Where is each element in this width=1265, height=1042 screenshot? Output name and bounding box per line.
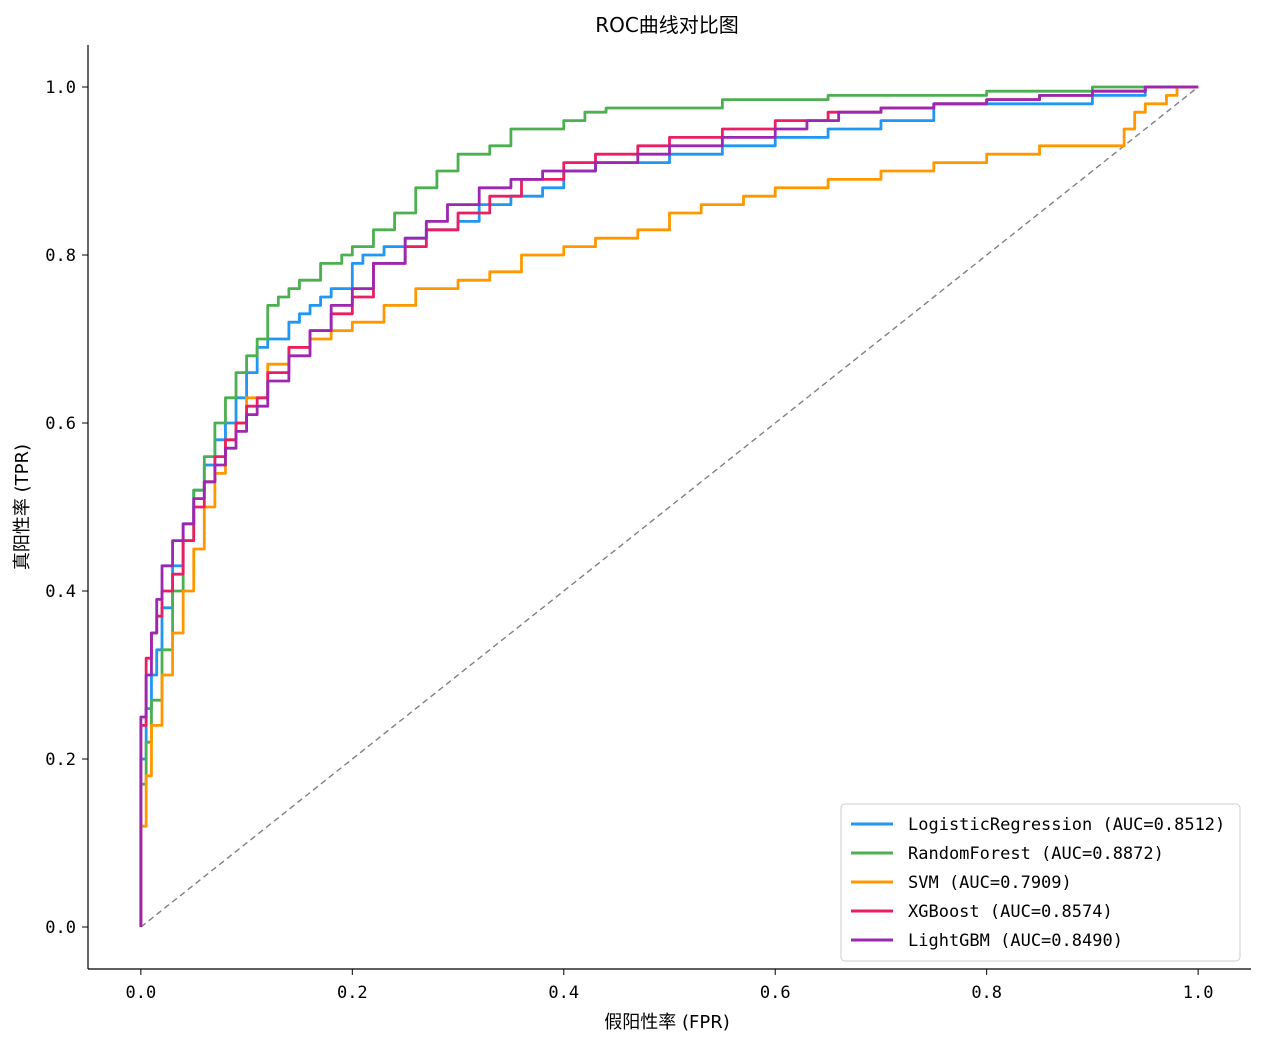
x-tick-label: 0.4 xyxy=(548,983,579,1003)
y-tick-label: 0.8 xyxy=(45,246,76,266)
legend-entry-label: XGBoost (AUC=0.8574) xyxy=(908,902,1113,922)
legend-entry-label: LightGBM (AUC=0.8490) xyxy=(908,931,1123,951)
roc-curve-series-3 xyxy=(139,85,1199,927)
y-tick-label: 0.0 xyxy=(45,918,76,938)
legend-entry-label: SVM (AUC=0.7909) xyxy=(908,873,1072,893)
y-tick-label: 0.4 xyxy=(45,582,76,602)
x-tick-label: 0.6 xyxy=(760,983,791,1003)
chart-title: ROC曲线对比图 xyxy=(595,13,739,37)
diagonal-reference-line xyxy=(140,86,1199,928)
legend: LogisticRegression (AUC=0.8512) RandomFor… xyxy=(840,803,1241,962)
roc-curve-series-2 xyxy=(139,85,1199,927)
legend-entry-label: LogisticRegression (AUC=0.8512) xyxy=(908,815,1225,835)
plot-area: 0.0 0.2 0.4 0.6 0.8 1.0 0.0 0.2 0.4 0.6 0.8 1.0 xyxy=(45,45,1251,1003)
y-tick-label: 1.0 xyxy=(45,78,76,98)
y-axis-label: 真阳性率 (TPR) xyxy=(12,444,33,570)
x-tick-label: 1.0 xyxy=(1183,983,1214,1003)
y-tick-label: 0.6 xyxy=(45,414,76,434)
x-axis-label: 假阳性率 (FPR) xyxy=(604,1012,729,1033)
y-tick-label: 0.2 xyxy=(45,750,76,770)
roc-curve-series-4 xyxy=(139,85,1199,927)
x-tick-label: 0.2 xyxy=(337,983,368,1003)
legend-box xyxy=(840,803,1241,962)
legend-entry-label: RandomForest (AUC=0.8872) xyxy=(908,844,1164,864)
x-tick-label: 0.0 xyxy=(126,983,157,1003)
x-tick-label: 0.8 xyxy=(971,983,1002,1003)
